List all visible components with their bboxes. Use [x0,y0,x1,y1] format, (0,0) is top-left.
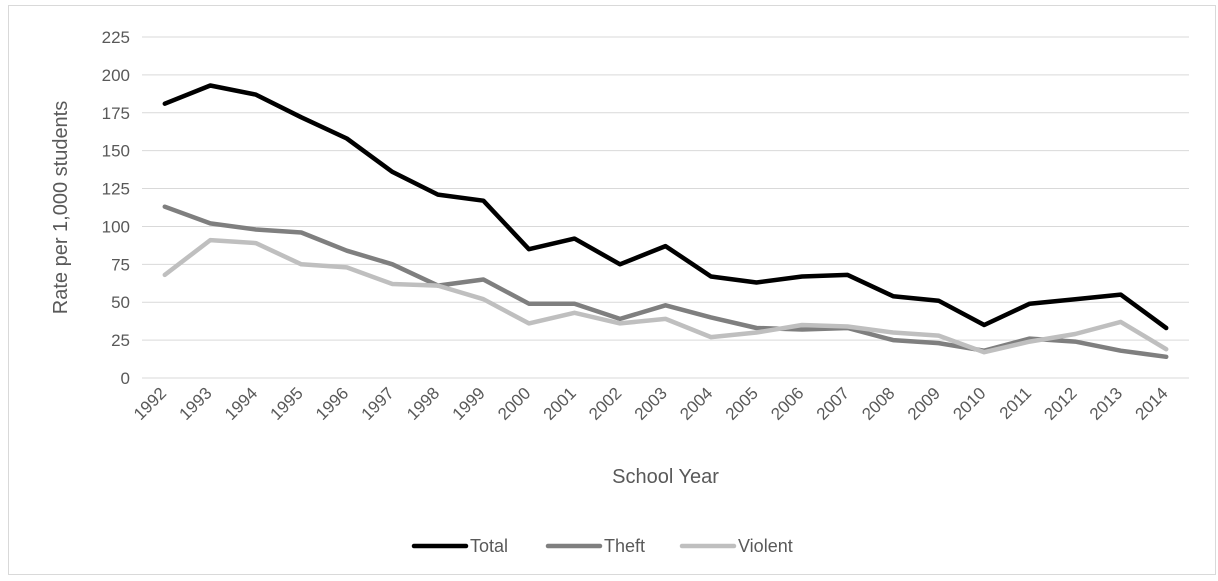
x-tick-label: 2002 [585,384,625,424]
legend-label-theft: Theft [604,536,645,556]
x-tick-label: 2010 [949,384,989,424]
x-tick-label: 1997 [358,384,398,424]
x-tick-label: 1999 [449,384,489,424]
x-tick-label: 2009 [904,384,944,424]
x-tick-label: 2004 [676,384,716,424]
y-tick-label: 50 [111,293,130,312]
x-tick-label: 2003 [631,384,671,424]
x-tick-label: 2011 [996,384,1035,423]
x-tick-label: 1996 [312,384,352,424]
y-axis-title: Rate per 1,000 students [50,101,72,314]
y-tick-label: 150 [102,142,130,161]
x-tick-label: 2008 [858,384,898,424]
legend-label-violent: Violent [738,536,793,556]
x-tick-label: 1993 [176,384,216,424]
y-tick-label: 0 [121,369,130,388]
y-tick-label: 125 [102,180,130,199]
x-tick-label: 1995 [267,384,307,424]
y-tick-label: 200 [102,66,130,85]
legend-label-total: Total [470,536,508,556]
y-tick-label: 75 [111,255,130,274]
series-line-total [162,83,1169,331]
x-tick-label: 2005 [722,384,762,424]
legend: Total Theft Violent [411,536,793,556]
y-tick-label: 225 [102,28,130,47]
x-tick-label: 2006 [767,384,807,424]
x-tick-label: 2014 [1131,384,1171,424]
series-lines [162,83,1169,360]
x-tick-label: 2013 [1086,384,1126,424]
y-tick-label: 175 [102,104,130,123]
y-axis-ticks: 0 25 50 75 100 125 150 175 200 225 [102,28,130,388]
x-tick-label: 2001 [540,384,580,424]
y-tick-label: 25 [111,331,130,350]
series-line-violent [162,237,1169,355]
x-tick-label: 1994 [221,384,261,424]
x-axis-ticks: 1992 1993 1994 1995 1996 1997 1998 1999 2000 2001… [130,384,1172,424]
x-tick-label: 1992 [130,384,170,424]
x-tick-label: 2012 [1040,384,1080,424]
x-tick-label: 2007 [813,384,853,424]
chart-frame: 0 25 50 75 100 125 150 175 200 225 1992 1993 1994 19… [8,5,1216,575]
x-tick-label: 2000 [494,384,534,424]
x-tick-label: 1998 [403,384,443,424]
gridlines [142,36,1189,379]
y-tick-label: 100 [102,217,130,236]
x-axis-title: School Year [612,466,719,488]
series-line-theft [162,204,1169,360]
